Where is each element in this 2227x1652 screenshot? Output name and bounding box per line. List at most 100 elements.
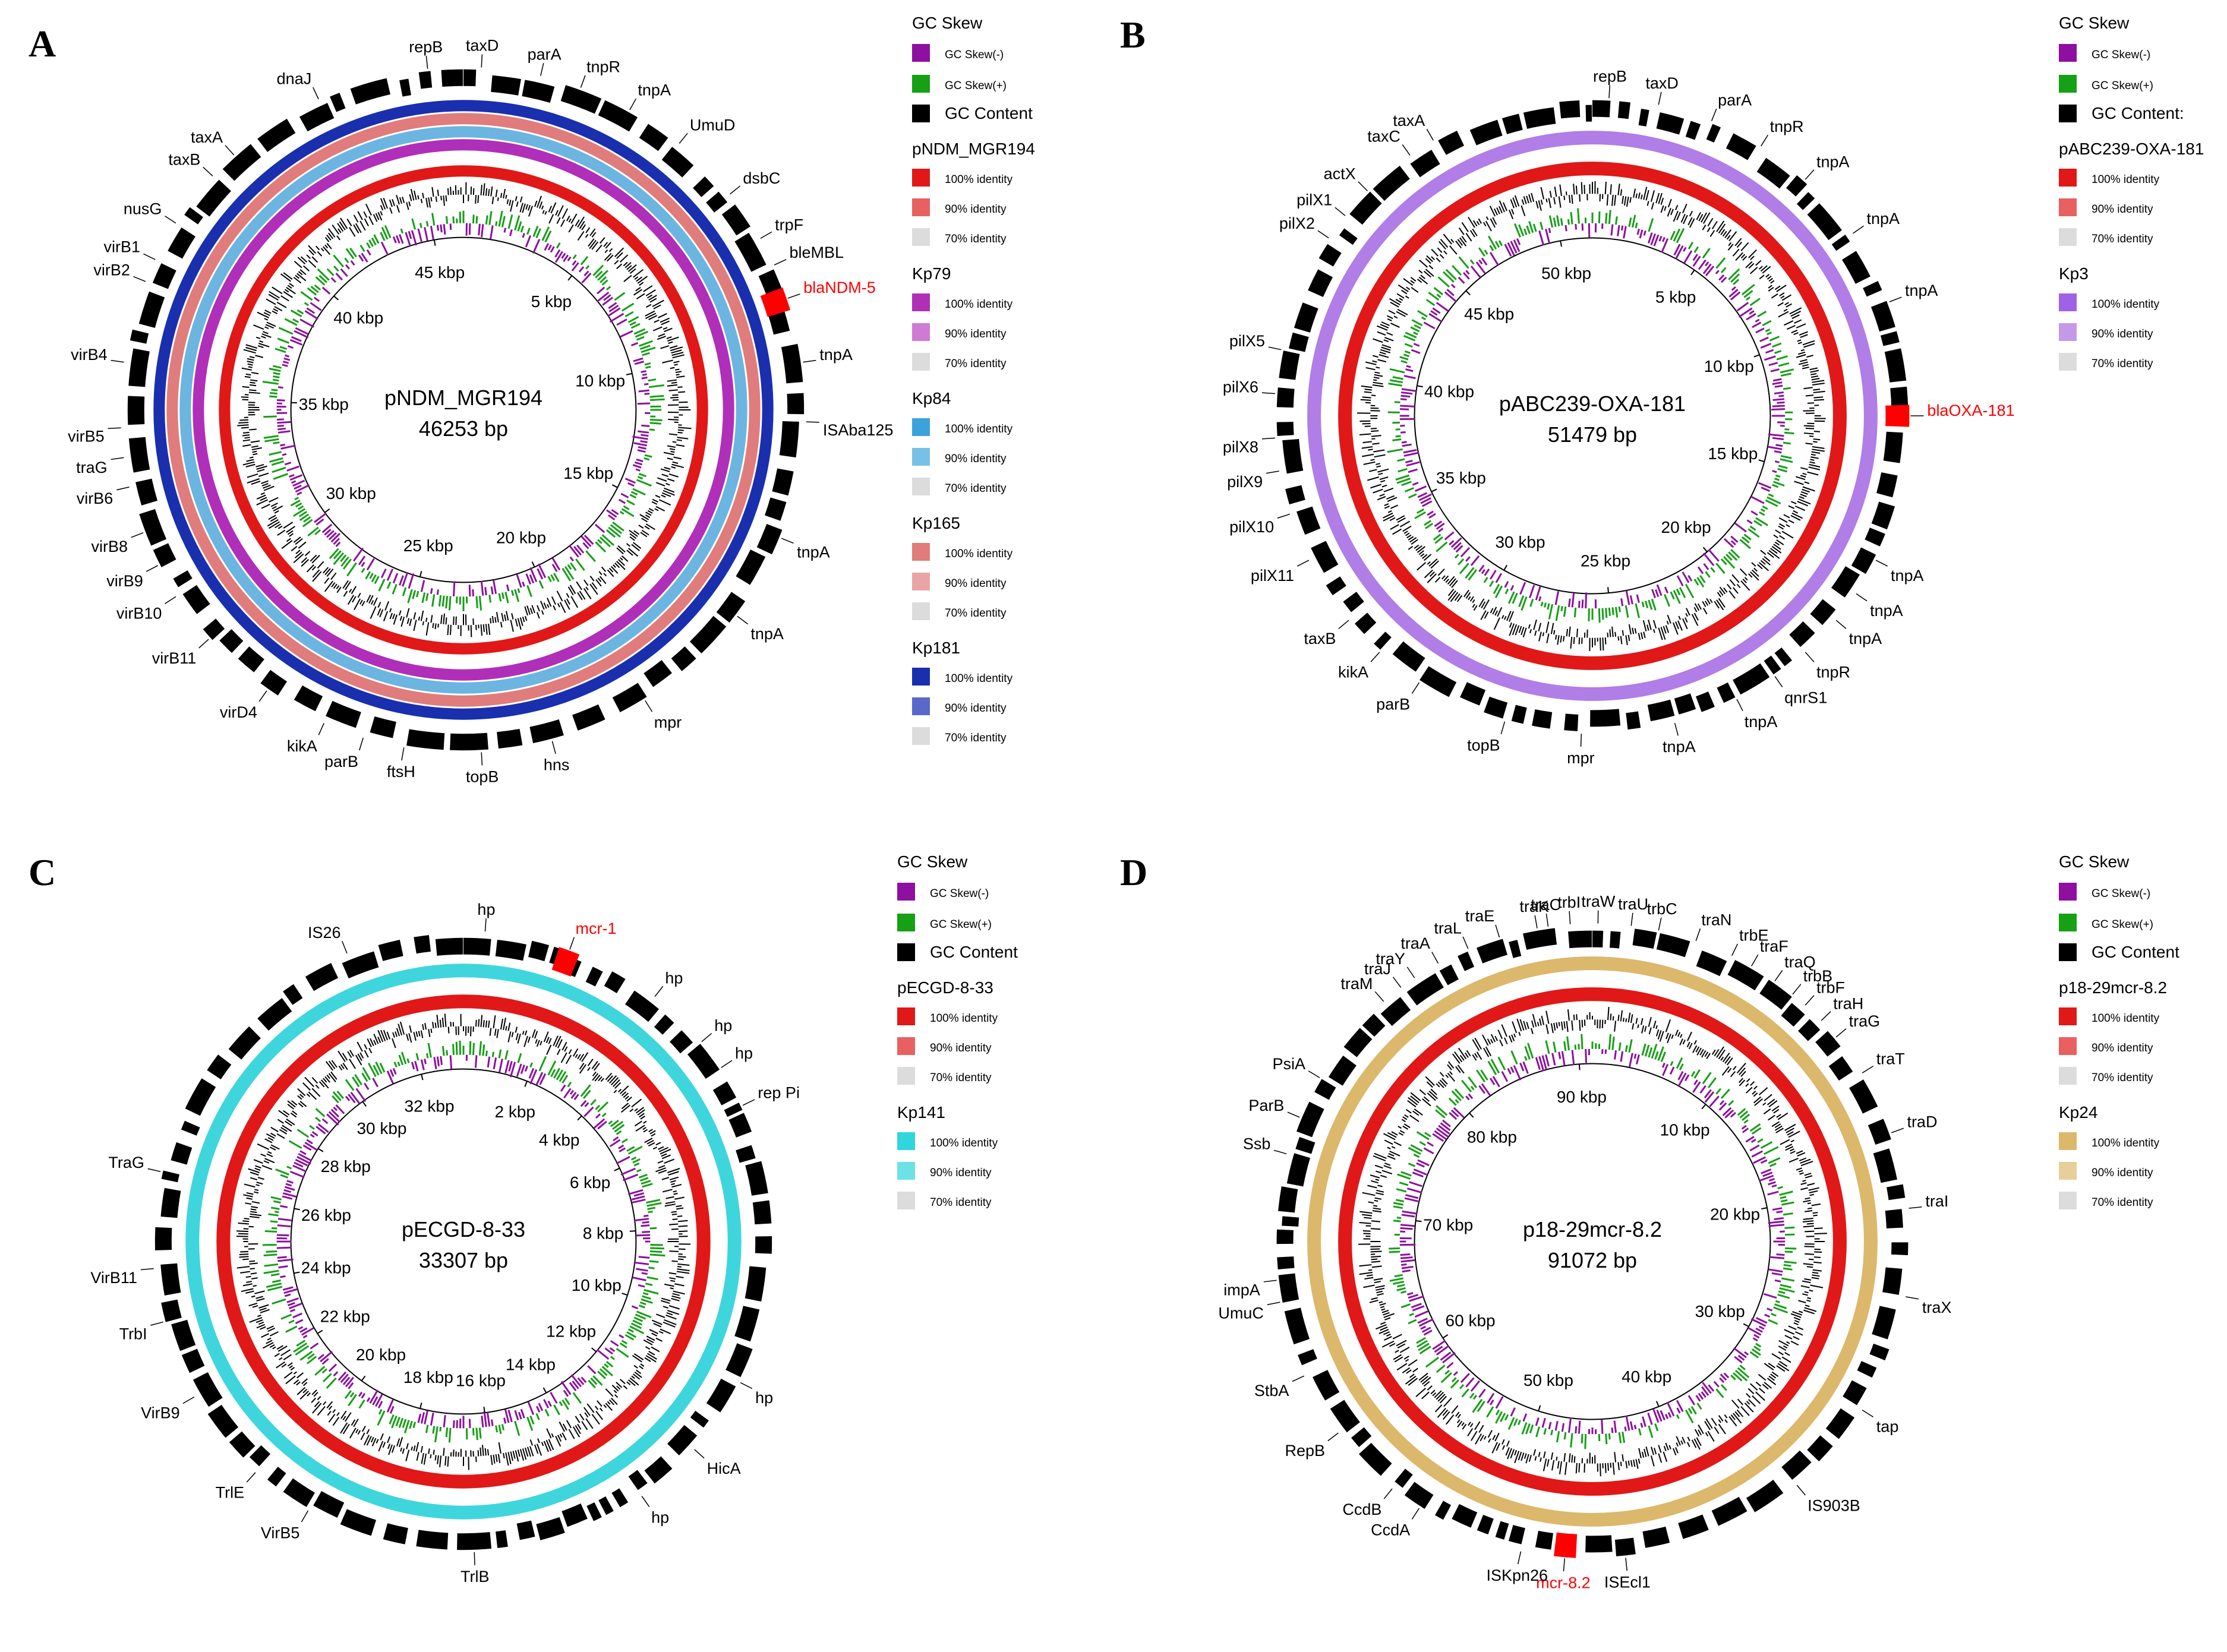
gc-content-bar	[559, 1422, 566, 1432]
gc-content-bar	[672, 394, 679, 396]
gc-skew-bar	[503, 228, 507, 233]
gc-content-bar	[1418, 1372, 1428, 1381]
gc-skew-bar	[1779, 1190, 1793, 1196]
gc-skew-bar	[634, 461, 643, 466]
gc-skew-bar	[1617, 225, 1620, 236]
gene-block	[586, 1502, 602, 1521]
gc-content-bar	[384, 601, 390, 611]
gc-skew-bar	[1764, 355, 1776, 361]
gc-content-bar	[1794, 481, 1804, 485]
gc-content-bar	[1673, 1448, 1677, 1455]
gc-skew-bar	[559, 1401, 563, 1407]
gc-skew-bar	[1551, 1053, 1556, 1066]
gc-skew-bar	[368, 1063, 377, 1078]
gc-content-bar	[1370, 459, 1375, 461]
gc-skew-bar	[541, 226, 550, 241]
gc-content-bar	[663, 327, 668, 330]
legend-identity-swatch	[912, 668, 930, 686]
gc-content-bar	[256, 494, 266, 500]
gc-skew-bar	[1692, 1081, 1701, 1093]
gc-skew-bar	[1408, 468, 1418, 473]
gc-content-bar	[667, 1310, 680, 1315]
gc-skew-bar	[1777, 1293, 1790, 1299]
gene-label: UmuD	[690, 116, 736, 134]
gene-block	[1711, 1496, 1747, 1526]
gc-skew-bar	[633, 1162, 640, 1167]
gc-skew-bar	[302, 1144, 312, 1151]
gc-skew-bar	[472, 589, 474, 597]
gc-content-bar	[1617, 1015, 1620, 1021]
gc-skew-bar	[1523, 228, 1528, 235]
gene-leader-line	[787, 293, 800, 299]
gc-content-bar	[265, 324, 275, 329]
gc-skew-bar	[636, 336, 645, 341]
gc-content-bar	[498, 1442, 501, 1454]
gc-content-bar	[644, 1357, 651, 1362]
kbp-label: 20 kbp	[1710, 1205, 1760, 1224]
legend-group-name: Kp24	[2059, 1103, 2097, 1122]
gc-content-bar	[1627, 634, 1630, 642]
gene-label: bleMBL	[789, 244, 844, 261]
gc-skew-bar	[1768, 1181, 1776, 1186]
gc-content-bar	[292, 1110, 298, 1116]
gc-skew-bar	[1702, 1382, 1712, 1394]
gc-skew-bar	[399, 234, 404, 244]
gc-skew-bar	[1720, 1383, 1727, 1391]
gc-content-bar	[342, 580, 349, 589]
gc-skew-bar	[626, 500, 635, 506]
gc-content-bar	[410, 188, 415, 201]
gene-label: tnpA	[1745, 713, 1778, 731]
gene-block	[154, 1227, 172, 1250]
gc-content-bar	[1376, 1287, 1385, 1291]
gc-content-bar	[1680, 1440, 1683, 1445]
gc-content-bar	[651, 1319, 663, 1325]
gc-content-bar	[1492, 607, 1497, 615]
gene-leader-line	[1268, 346, 1282, 350]
gc-content-bar	[1367, 1184, 1377, 1189]
gc-skew-bar	[344, 257, 349, 264]
gene-block	[229, 1431, 255, 1458]
gc-content-bar	[599, 1407, 603, 1412]
gc-skew-bar	[448, 1427, 452, 1443]
gc-content-bar	[244, 1218, 250, 1220]
gene-label: parA	[1718, 91, 1752, 109]
gc-content-bar	[340, 1410, 347, 1419]
gc-skew-bar	[1611, 1037, 1615, 1050]
gc-content-bar	[632, 542, 642, 549]
gene-block	[712, 1081, 737, 1105]
gc-skew-bar	[289, 1309, 296, 1313]
gc-content-bar	[1784, 1335, 1793, 1340]
gc-skew-bar	[529, 1415, 535, 1425]
gc-content-bar	[515, 1450, 519, 1462]
gc-skew-bar	[439, 1426, 442, 1432]
gc-skew-bar	[425, 1053, 429, 1059]
gc-content-bar	[1722, 1053, 1730, 1063]
gc-skew-bar	[1696, 577, 1705, 587]
gc-content-bar	[613, 1389, 617, 1394]
gc-content-bar	[1644, 1448, 1647, 1457]
gc-skew-bar	[1446, 289, 1455, 296]
gc-skew-bar	[1450, 283, 1456, 289]
gc-content-bar	[1472, 1039, 1480, 1051]
gene-block	[342, 951, 379, 979]
gc-content-bar	[667, 457, 673, 460]
gc-skew-bar	[1401, 441, 1407, 444]
gc-content-bar	[275, 523, 282, 529]
gc-content-bar	[1795, 1331, 1803, 1336]
gene-block	[128, 437, 150, 473]
gc-skew-bar	[1656, 1410, 1663, 1422]
gc-content-bar	[1540, 1457, 1542, 1462]
gc-content-bar	[519, 203, 523, 213]
gc-content-bar	[1442, 1411, 1450, 1420]
gc-skew-bar	[1608, 210, 1611, 225]
gc-content-bar	[589, 583, 598, 595]
gc-skew-bar	[638, 473, 646, 478]
gc-content-bar	[1655, 1029, 1660, 1037]
gc-content-bar	[613, 564, 616, 568]
gc-content-bar	[1612, 1463, 1615, 1475]
gc-skew-bar	[642, 373, 647, 376]
gc-content-bar	[583, 1407, 591, 1416]
gc-content-bar	[1614, 1452, 1617, 1463]
gc-content-bar	[1387, 497, 1398, 502]
